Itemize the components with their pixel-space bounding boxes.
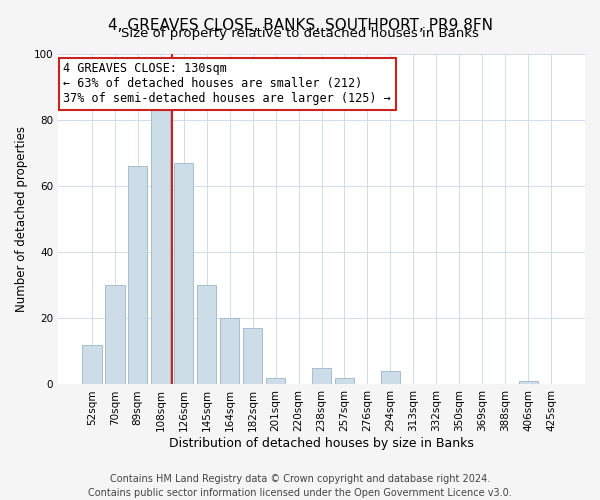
Bar xyxy=(197,286,217,384)
Bar xyxy=(312,368,331,384)
Bar xyxy=(518,381,538,384)
Bar xyxy=(380,371,400,384)
Bar xyxy=(105,286,125,384)
Bar xyxy=(174,163,193,384)
Bar xyxy=(128,166,148,384)
Bar xyxy=(151,107,170,384)
Y-axis label: Number of detached properties: Number of detached properties xyxy=(15,126,28,312)
Text: Size of property relative to detached houses in Banks: Size of property relative to detached ho… xyxy=(121,28,479,40)
Bar xyxy=(266,378,286,384)
Bar xyxy=(335,378,354,384)
Bar xyxy=(220,318,239,384)
Text: 4, GREAVES CLOSE, BANKS, SOUTHPORT, PR9 8FN: 4, GREAVES CLOSE, BANKS, SOUTHPORT, PR9 … xyxy=(107,18,493,32)
Text: Contains HM Land Registry data © Crown copyright and database right 2024.
Contai: Contains HM Land Registry data © Crown c… xyxy=(88,474,512,498)
Text: 4 GREAVES CLOSE: 130sqm
← 63% of detached houses are smaller (212)
37% of semi-d: 4 GREAVES CLOSE: 130sqm ← 63% of detache… xyxy=(64,62,391,106)
X-axis label: Distribution of detached houses by size in Banks: Distribution of detached houses by size … xyxy=(169,437,474,450)
Bar xyxy=(243,328,262,384)
Bar xyxy=(82,345,101,385)
